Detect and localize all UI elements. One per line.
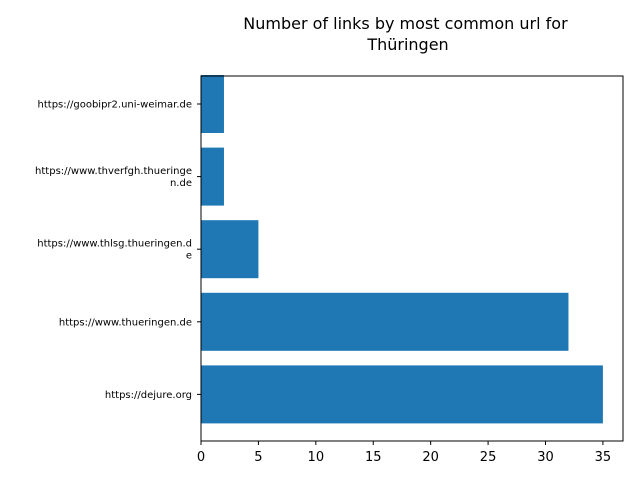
bar xyxy=(201,292,569,351)
y-tick-label: https://www.thueringen.de xyxy=(59,317,192,328)
x-tick-label: 10 xyxy=(308,450,325,465)
bar xyxy=(201,147,224,206)
chart-title-line-2: Thüringen xyxy=(366,35,448,54)
y-tick-label-line: https://www.thverfgh.thueringe xyxy=(35,166,192,177)
x-tick-label: 25 xyxy=(480,450,497,465)
x-tick-label: 35 xyxy=(595,450,612,465)
y-tick-label: https://dejure.org xyxy=(105,390,192,401)
y-tick-label-line: https://dejure.org xyxy=(105,390,192,401)
x-tick-label: 30 xyxy=(537,450,554,465)
y-tick-label-line: e xyxy=(186,251,192,262)
x-tick-label: 15 xyxy=(365,450,382,465)
bar xyxy=(201,365,603,424)
x-tick-label: 5 xyxy=(254,450,262,465)
bar xyxy=(201,220,259,279)
x-tick-label: 20 xyxy=(422,450,439,465)
x-tick-label: 0 xyxy=(197,450,205,465)
y-tick-label-line: https://goobipr2.uni-weimar.de xyxy=(38,100,192,111)
y-tick-label: https://www.thverfgh.thueringe n.de xyxy=(35,166,192,189)
chart-title: Number of links by most common url for T… xyxy=(243,14,572,54)
plot-frame xyxy=(200,75,624,442)
y-tick-label-line: https://www.thlsg.thueringen.d xyxy=(37,239,192,250)
y-tick-label: https://www.thlsg.thueringen.d e xyxy=(37,239,192,262)
y-tick-label-line: n.de xyxy=(170,178,192,189)
bars-group xyxy=(201,75,603,424)
y-axis-ticks: https://goobipr2.uni-weimar.de https://ww… xyxy=(35,100,201,401)
x-axis-ticks: 0 5 10 15 20 25 30 35 xyxy=(197,441,611,465)
y-tick-label-line: https://www.thueringen.de xyxy=(59,317,192,328)
chart-title-line-1: Number of links by most common url for xyxy=(243,14,568,33)
y-tick-label: https://goobipr2.uni-weimar.de xyxy=(38,100,192,111)
bar xyxy=(201,75,224,133)
